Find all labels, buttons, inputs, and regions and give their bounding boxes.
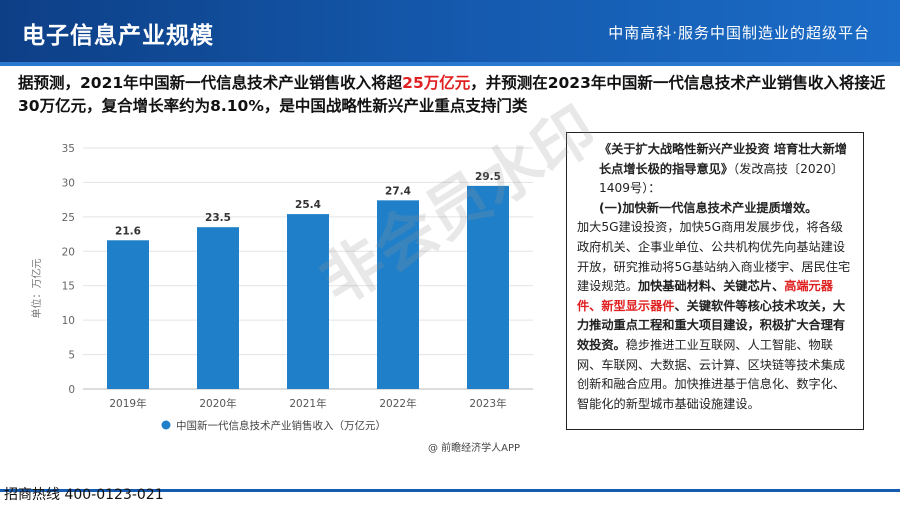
bar-4 [467,185,509,389]
page-title: 电子信息产业规模 [22,23,214,49]
x-tick-label-1: 2020年 [199,397,236,410]
data-label-4: 29.5 [475,171,501,183]
policy-text-2: 稳步推进工业互联网、人工智能、物联网、车联网、大数据、云计算、区块链等技术集成创… [577,337,846,411]
policy-text-1: 加大5G建设投资，加快5G商用发展步伐，将各级政府机关、企事业单位、公共机构优先… [577,220,851,294]
y-tick-label-30: 30 [62,177,75,189]
y-tick-label-5: 5 [68,350,75,362]
y-tick-label-35: 35 [62,143,75,155]
bar-chart-svg: 0 5 10 15 20 25 30 35 单位：万亿元 21.6 2019年 23.5 2020年 25… [30,143,533,454]
policy-bold-1: 加快基础材料、关键芯片、 [637,279,785,294]
bar-1 [197,227,239,389]
y-tick-label-10: 10 [62,315,75,327]
x-tick-label-4: 2023年 [469,397,506,410]
legend-label: 中国新一代信息技术产业销售收入（万亿元） [176,419,386,432]
hotline-text: 招商热线 400-0123-021 [4,487,164,503]
policy-text-box: 《关于扩大战略性新兴产业投资 培育壮大新增长点增长极的指导意见》（发改高技〔20… [566,132,864,430]
y-tick-label-15: 15 [62,281,75,293]
bar-0 [107,240,149,389]
headline-highlight: 25万亿元 [402,74,471,92]
policy-doc-title: 《关于扩大战略性新兴产业投资 培育壮大新增长点增长极的指导意见》（发改高技〔20… [577,140,855,199]
bar-3 [377,200,419,389]
policy-red-1: 高端元器件、新型显示器件 [577,279,833,313]
header-bar: 电子信息产业规模 中南高科·服务中国制造业的超级平台 [0,0,900,62]
y-axis-label: 单位：万亿元 [30,259,43,319]
data-label-1: 23.5 [205,212,231,224]
header-divider [0,62,900,66]
policy-section-heading: (一)加快新一代信息技术产业提质增效。 [599,200,818,215]
data-label-2: 25.4 [295,199,321,211]
data-label-3: 27.4 [385,185,411,197]
x-tick-label-2: 2021年 [289,397,326,410]
headline: 据预测，2021年中国新一代信息技术产业销售收入将超25万亿元，并预测在2023… [18,72,888,118]
y-tick-label-0: 0 [68,384,75,396]
headline-part1: 据预测，2021年中国新一代信息技术产业销售收入将超 [18,74,403,92]
headline-part2: ，并预测在2023年中国新一代信息技术产业销售收入将接近30万亿元，复合增长率约… [18,74,886,115]
policy-bold-2: 、关键软件等核心技术攻关，大力推动重点工程和重大项目建设，积极扩大合理有效投资。 [577,298,846,352]
policy-doc-ref: （发改高技〔2020〕1409号）： [599,161,844,196]
x-tick-label-0: 2019年 [109,397,146,410]
legend-marker [161,420,171,430]
chart-source: @ 前瞻经济学人APP [428,441,520,454]
y-tick-label-20: 20 [62,246,75,258]
data-label-0: 21.6 [115,225,141,237]
footer-divider [0,489,900,492]
header-slogan: 中南高科·服务中国制造业的超级平台 [608,24,870,42]
x-tick-label-3: 2022年 [379,397,416,410]
y-tick-label-25: 25 [62,212,75,224]
policy-body: 加大5G建设投资，加快5G商用发展步伐，将各级政府机关、企事业单位、公共机构优先… [577,220,850,410]
policy-doc-title-text: 《关于扩大战略性新兴产业投资 培育壮大新增长点增长极的指导意见》 [599,142,847,176]
bar-chart: 0 5 10 15 20 25 30 35 单位：万亿元 21.6 2019年 23.5 2020年 25… [8,133,548,463]
bar-2 [287,214,329,389]
